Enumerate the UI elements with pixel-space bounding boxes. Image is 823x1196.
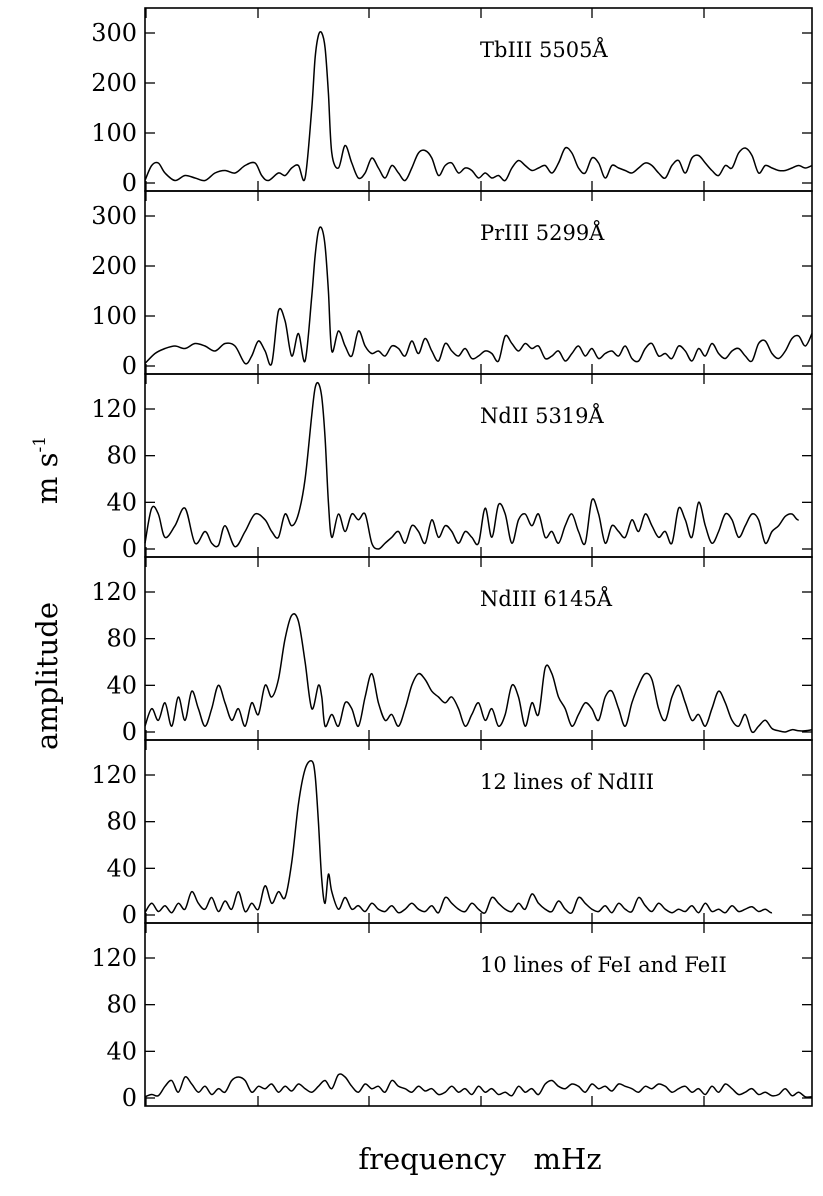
panel-2-ytick-label-300: 300 <box>91 202 137 230</box>
panel-1-label: TbIII 5505Å <box>480 37 608 62</box>
panel-1-ytick-label-300: 300 <box>91 19 137 47</box>
panel-5: 0 40 80 120 12 lines of NdIII <box>91 739 813 929</box>
panel-6-ytick-label-0: 0 <box>122 1084 137 1112</box>
panel-3-ytick-label-80: 80 <box>106 442 137 470</box>
panel-6-ytick-label-80: 80 <box>106 991 137 1019</box>
panel-3-series-line <box>144 381 799 550</box>
y-axis-label-amplitude: amplitude <box>30 602 64 750</box>
panel-6-label: 10 lines of FeI and FeII <box>480 953 727 977</box>
panel-4: 0 40 80 120 NdIII 6145Å <box>91 556 813 746</box>
panel-2-ytick-label-200: 200 <box>91 252 137 280</box>
panel-4-ytick-label-0: 0 <box>122 718 137 746</box>
panel-3: 0 40 80 120 NdII 5319Å <box>91 373 813 563</box>
panel-5-frame <box>144 739 813 924</box>
panel-2-frame <box>144 190 813 375</box>
panels-group: 0 100 200 300 TbIII 5505Å 0 100 200 300 PrIII 529… <box>91 7 813 1112</box>
panel-4-series-line <box>144 613 813 734</box>
y-axis-unit-base: m s <box>30 452 64 504</box>
panel-4-frame <box>144 556 813 741</box>
panel-5-ytick-label-0: 0 <box>122 901 137 929</box>
panel-1-frame <box>144 7 813 192</box>
panel-2-label: PrIII 5299Å <box>480 220 605 245</box>
panel-6-series-line <box>144 1073 813 1098</box>
panel-3-ytick-label-40: 40 <box>106 488 137 516</box>
panel-1: 0 100 200 300 TbIII 5505Å <box>91 7 813 197</box>
panel-6-frame <box>144 922 813 1107</box>
panel-6-ytick-label-40: 40 <box>106 1037 137 1065</box>
panel-5-ytick-label-40: 40 <box>106 854 137 882</box>
y-axis-label-unit-group: m s-1 <box>30 436 64 504</box>
panel-3-frame <box>144 373 813 558</box>
panel-2-series-line <box>144 226 813 366</box>
panel-3-ytick-label-0: 0 <box>122 535 137 563</box>
panel-1-ytick-label-100: 100 <box>91 119 137 147</box>
panel-1-series-line <box>144 31 813 182</box>
panel-5-ytick-label-120: 120 <box>91 761 137 789</box>
panel-5-series-line <box>144 760 773 914</box>
panel-3-ytick-label-120: 120 <box>91 395 137 423</box>
panel-4-ytick-label-40: 40 <box>106 671 137 699</box>
panel-6-ytick-label-120: 120 <box>91 944 137 972</box>
panel-1-ytick-label-0: 0 <box>122 169 137 197</box>
x-axis-label: frequency mHz <box>358 1142 601 1176</box>
panel-4-ytick-label-80: 80 <box>106 625 137 653</box>
y-axis-label-unit: m s-1 <box>30 436 64 504</box>
panel-4-label: NdIII 6145Å <box>480 586 613 611</box>
panel-5-label: 12 lines of NdIII <box>480 770 654 794</box>
y-axis-unit-exponent: -1 <box>30 436 50 453</box>
panel-2-ytick-label-0: 0 <box>122 352 137 380</box>
panel-5-ytick-label-80: 80 <box>106 808 137 836</box>
panel-6: 0 40 80 120 10 lines of FeI and FeII <box>91 922 813 1112</box>
panel-3-label: NdII 5319Å <box>480 403 605 428</box>
panel-4-ytick-label-120: 120 <box>91 578 137 606</box>
panel-1-ytick-label-200: 200 <box>91 69 137 97</box>
panel-2-ytick-label-100: 100 <box>91 302 137 330</box>
panel-2: 0 100 200 300 PrIII 5299Å <box>91 190 813 380</box>
